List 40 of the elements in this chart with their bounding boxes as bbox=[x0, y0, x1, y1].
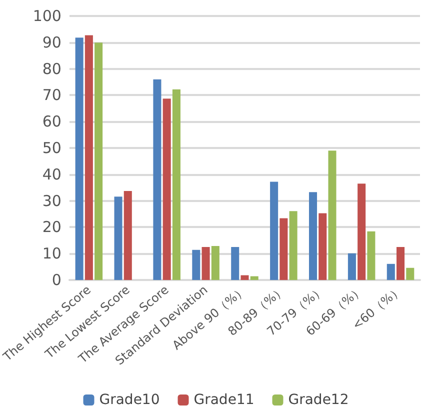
legend-label: Grade10 bbox=[99, 392, 160, 408]
y-tick-label: 80 bbox=[42, 60, 62, 78]
bar bbox=[250, 276, 258, 280]
legend-label: Grade12 bbox=[288, 392, 349, 408]
bar bbox=[318, 213, 327, 280]
bar bbox=[192, 250, 200, 280]
y-tick-label: 90 bbox=[42, 33, 62, 52]
y-tick-label: 20 bbox=[42, 218, 62, 236]
bar bbox=[348, 253, 356, 280]
bar bbox=[386, 264, 395, 280]
bar bbox=[328, 150, 336, 280]
bar bbox=[124, 191, 132, 280]
bar bbox=[94, 42, 103, 280]
bar bbox=[396, 247, 405, 280]
bar bbox=[231, 247, 240, 280]
y-tick-label: 10 bbox=[42, 244, 62, 263]
bar bbox=[75, 38, 84, 280]
bar bbox=[84, 35, 93, 280]
legend-label: Grade11 bbox=[194, 392, 254, 408]
y-tick-label: 30 bbox=[42, 192, 62, 210]
y-tick-label: 40 bbox=[42, 165, 62, 184]
bar bbox=[114, 196, 122, 280]
bar bbox=[280, 218, 288, 280]
bar bbox=[406, 268, 414, 280]
bar bbox=[289, 211, 298, 280]
bar bbox=[153, 79, 162, 280]
bar bbox=[172, 89, 180, 280]
bar bbox=[358, 184, 366, 280]
y-tick-label: 60 bbox=[42, 112, 62, 131]
bar bbox=[308, 192, 318, 280]
bar bbox=[240, 275, 249, 280]
y-tick-label: 50 bbox=[42, 139, 62, 157]
bar bbox=[270, 182, 278, 280]
bar bbox=[162, 98, 171, 280]
y-tick-label: 0 bbox=[52, 271, 62, 289]
bar bbox=[367, 231, 376, 280]
y-tick-label: 100 bbox=[32, 7, 62, 25]
bar bbox=[211, 246, 220, 280]
bar bbox=[202, 247, 210, 280]
y-tick-label: 70 bbox=[42, 86, 62, 104]
